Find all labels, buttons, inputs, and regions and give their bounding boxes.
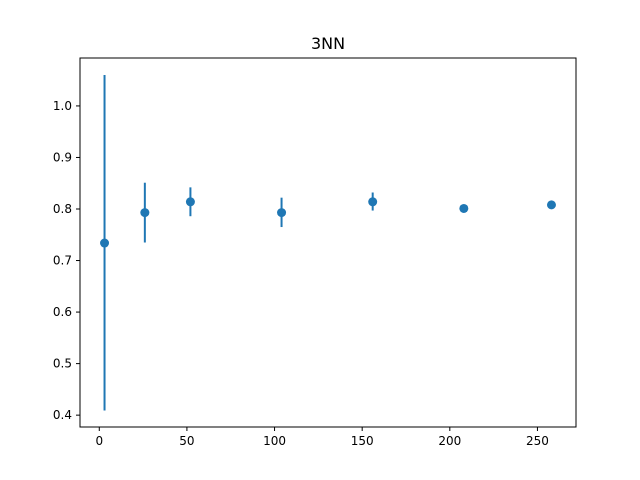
x-tick-label: 0 xyxy=(95,434,103,448)
chart-title: 3NN xyxy=(311,34,345,53)
x-tick-label: 250 xyxy=(526,434,549,448)
data-point xyxy=(546,200,556,210)
x-tick-label: 150 xyxy=(351,434,374,448)
plot-area-frame xyxy=(79,57,577,428)
data-point xyxy=(100,238,110,248)
data-series xyxy=(100,75,556,411)
x-tick-label: 100 xyxy=(263,434,286,448)
y-tick-label: 1.0 xyxy=(53,99,72,113)
y-tick-label: 0.7 xyxy=(53,254,72,268)
x-tick-label: 50 xyxy=(179,434,194,448)
y-tick-label: 0.4 xyxy=(53,408,72,422)
y-axis: 0.4 0.5 0.6 0.7 0.8 0.9 1.0 xyxy=(53,99,80,422)
y-tick-label: 0.9 xyxy=(53,150,72,164)
y-tick-label: 0.8 xyxy=(53,202,72,216)
x-axis: 0 50 100 150 200 250 xyxy=(95,427,549,448)
y-tick-label: 0.5 xyxy=(53,357,72,371)
data-point xyxy=(459,203,469,213)
data-point xyxy=(368,197,378,207)
y-tick-label: 0.6 xyxy=(53,305,72,319)
data-point xyxy=(277,208,287,218)
data-point xyxy=(140,208,150,218)
x-tick-label: 200 xyxy=(438,434,461,448)
data-point xyxy=(185,197,195,207)
